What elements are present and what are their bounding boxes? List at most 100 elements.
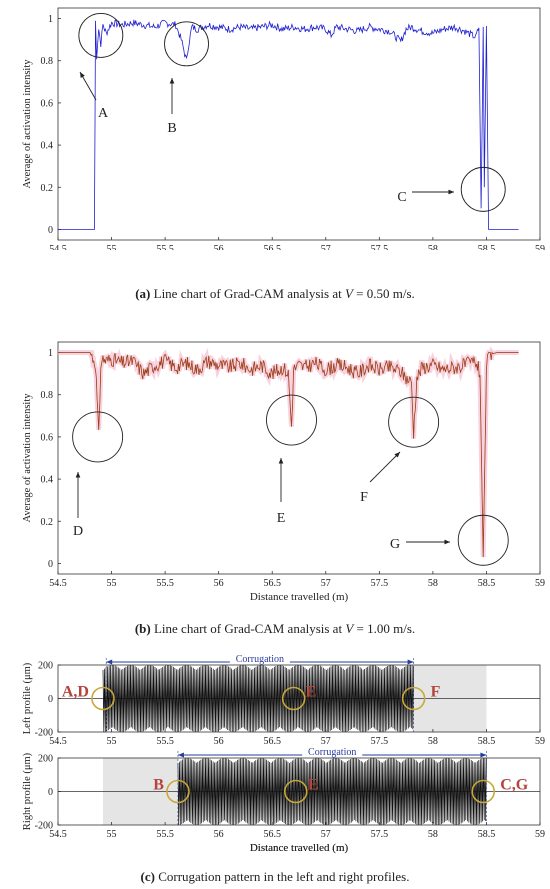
chart-a-y-tick-label: 0.4 — [41, 141, 54, 152]
chart-b-x-tick-label: 59 — [535, 578, 545, 589]
chart-c-right-y-tick-label: 0 — [48, 787, 53, 798]
caption-c: (c) Corrugation pattern in the left and … — [0, 869, 550, 885]
annotation-arrow-F — [369, 451, 401, 483]
chart-c-left-corrugation-arrowhead-left — [106, 659, 113, 665]
chart-b-x-tick-label: 54.5 — [49, 578, 67, 589]
chart-c-left-x-tick-label: 55 — [107, 736, 117, 747]
caption-a-var: V — [344, 286, 353, 301]
chart-c-left-annotation-circle — [281, 686, 306, 711]
chart-c-right-x-tick-label: 58 — [428, 829, 438, 840]
chart-a-y-tick-label: 1 — [48, 14, 53, 25]
chart-b-x-tick-label: 57.5 — [371, 578, 389, 589]
chart-c-left-x-tick-label: 55.5 — [156, 736, 174, 747]
annotation-arrowhead-D — [75, 472, 81, 478]
chart-b-x-tick-label: 58 — [428, 578, 438, 589]
annotation-circle-C — [460, 166, 506, 212]
chart-c-left-x-tick-label: 56 — [214, 736, 224, 747]
chart-a-x-tick-label: 56.5 — [263, 244, 281, 250]
chart-c-left-x-tick-label: 58 — [428, 736, 438, 747]
chart-a-y-tick-label: 0 — [48, 225, 53, 236]
chart-c-right-corrugation-arrowhead-right — [480, 752, 487, 758]
chart-c-right-y-axis-label: Right profile (μm) — [22, 752, 33, 830]
annotation-label-E: E — [277, 511, 286, 526]
caption-b: (b) Line chart of Grad-CAM analysis at V… — [0, 621, 550, 637]
annotation-circle-A — [78, 12, 124, 58]
annotation-circle-F — [388, 396, 440, 448]
chart-a-x-tick-label: 54.5 — [49, 244, 67, 250]
chart-b-x-tick-label: 56.5 — [263, 578, 281, 589]
chart-c-left-x-tick-label: 57 — [321, 736, 331, 747]
annotation-label-F: F — [360, 490, 368, 505]
chart-b-x-tick-label: 57 — [321, 578, 331, 589]
caption-a-pre: Line chart of Grad-CAM analysis at — [153, 286, 342, 301]
chart-a-x-tick-label: 58.5 — [478, 244, 496, 250]
chart-a-y-axis-label: Average of activation intensity — [22, 59, 33, 189]
chart-c-left-annotation-label: A,D — [62, 684, 89, 701]
annotation-label-D: D — [73, 524, 83, 539]
chart-c-left-annotation-label: E — [306, 684, 317, 701]
chart-a: 54.5 55 55.5 56 56.5 57 57.5 58 58.5 59 0 0.2 0.4 0.6… — [22, 7, 545, 250]
chart-c-right-corrugation-label: Corrugation — [308, 747, 356, 758]
caption-b-post: = 1.00 m/s. — [356, 621, 416, 636]
chart-c-right-x-tick-label: 58.5 — [478, 829, 496, 840]
caption-b-pre: Line chart of Grad-CAM analysis at — [153, 621, 343, 636]
chart-a-y-tick-label: 0.2 — [41, 183, 54, 194]
chart-c-left-signal — [102, 664, 414, 733]
annotation-arrowhead-G — [444, 539, 450, 545]
caption-c-text: Corrugation pattern in the left and righ… — [158, 869, 410, 884]
chart-b-y-tick-label: 0 — [48, 559, 53, 570]
chart-b-y-tick-label: 0.2 — [41, 517, 54, 528]
chart-a-x-tick-label: 57 — [321, 244, 331, 250]
chart-c-right-annotation-label: E — [308, 777, 319, 794]
annotation-label-C: C — [397, 190, 406, 205]
caption-b-tag: (b) — [134, 621, 151, 636]
chart-b-x-tick-label: 55.5 — [156, 578, 174, 589]
chart-c-left-y-axis-label: Left profile (μm) — [22, 662, 33, 734]
chart-a-x-tick-label: 57.5 — [371, 244, 389, 250]
chart-b-x-tick-label: 55 — [107, 578, 117, 589]
chart-c-left-annotation-circle — [91, 686, 115, 711]
caption-a: (a) Line chart of Grad-CAM analysis at V… — [0, 286, 550, 302]
chart-c-right-annotation-circle — [283, 779, 308, 804]
chart-c-right-x-tick-label: 54.5 — [49, 829, 67, 840]
chart-c-right-y-tick-label: -200 — [35, 821, 53, 832]
annotation-circle-D — [72, 411, 124, 463]
chart-b-x-tick-label: 58.5 — [478, 578, 496, 589]
chart-a-x-tick-label: 55.5 — [156, 244, 174, 250]
chart-b-y-tick-label: 0.6 — [41, 432, 54, 443]
chart-c-right-y-tick-label: 200 — [38, 754, 53, 765]
chart-c-right-corrugation-arrowhead-left — [177, 752, 184, 758]
annotation-label-A: A — [98, 106, 109, 121]
chart-c-x-axis-label: Distance travelled (m) — [250, 842, 349, 854]
annotation-arrowhead-E — [278, 458, 284, 464]
chart-b-y-tick-label: 1 — [48, 348, 53, 359]
chart-b-y-axis-label: Average of activation intensity — [22, 393, 33, 523]
chart-c-left-x-tick-label: 58.5 — [478, 736, 496, 747]
chart-c-left-corrugation-label: Corrugation — [236, 655, 284, 665]
caption-b-var: V — [345, 621, 354, 636]
chart-c-right-corrugation-label-bg — [302, 746, 363, 757]
chart-c-left-annotation-circle — [401, 686, 426, 711]
chart-c-right-x-tick-label: 57 — [321, 829, 331, 840]
chart-a-y-tick-label: 0.8 — [41, 56, 54, 67]
chart-c-left-x-tick-label: 57.5 — [371, 736, 389, 747]
chart-c-right-annotation-label: C,G — [500, 777, 529, 794]
chart-c-right-annotation-circle — [471, 779, 496, 804]
chart-c-right-annotation-circle — [166, 779, 190, 804]
annotation-arrowhead-B — [169, 78, 175, 84]
chart-a-x-tick-label: 58 — [428, 244, 438, 250]
annotation-arrowhead-C — [448, 189, 454, 195]
chart-b-y-tick-label: 0.4 — [41, 475, 54, 486]
chart-c-left-corrugation-label-bg — [229, 655, 290, 664]
chart-b-x-axis-label: Distance travelled (m) — [250, 591, 349, 603]
annotation-circle-G — [457, 514, 509, 566]
chart-b-y-tick-label: 0.8 — [41, 390, 54, 401]
chart-b: 54.5 55 55.5 56 56.5 57 57.5 58 58.5 59 0 0.2 0.4 0.6… — [22, 341, 545, 603]
chart-b-series-overlay — [58, 352, 519, 558]
caption-c-tag: (c) — [140, 869, 155, 884]
chart-c-left-corrugation-arrowhead-right — [407, 659, 414, 665]
chart-c-right-x-tick-label: 57.5 — [371, 829, 389, 840]
chart-c-left-x-tick-label: 56.5 — [263, 736, 281, 747]
chart-c-right-x-tick-label: 59 — [535, 829, 545, 840]
annotation-arrowhead-F — [394, 452, 400, 458]
